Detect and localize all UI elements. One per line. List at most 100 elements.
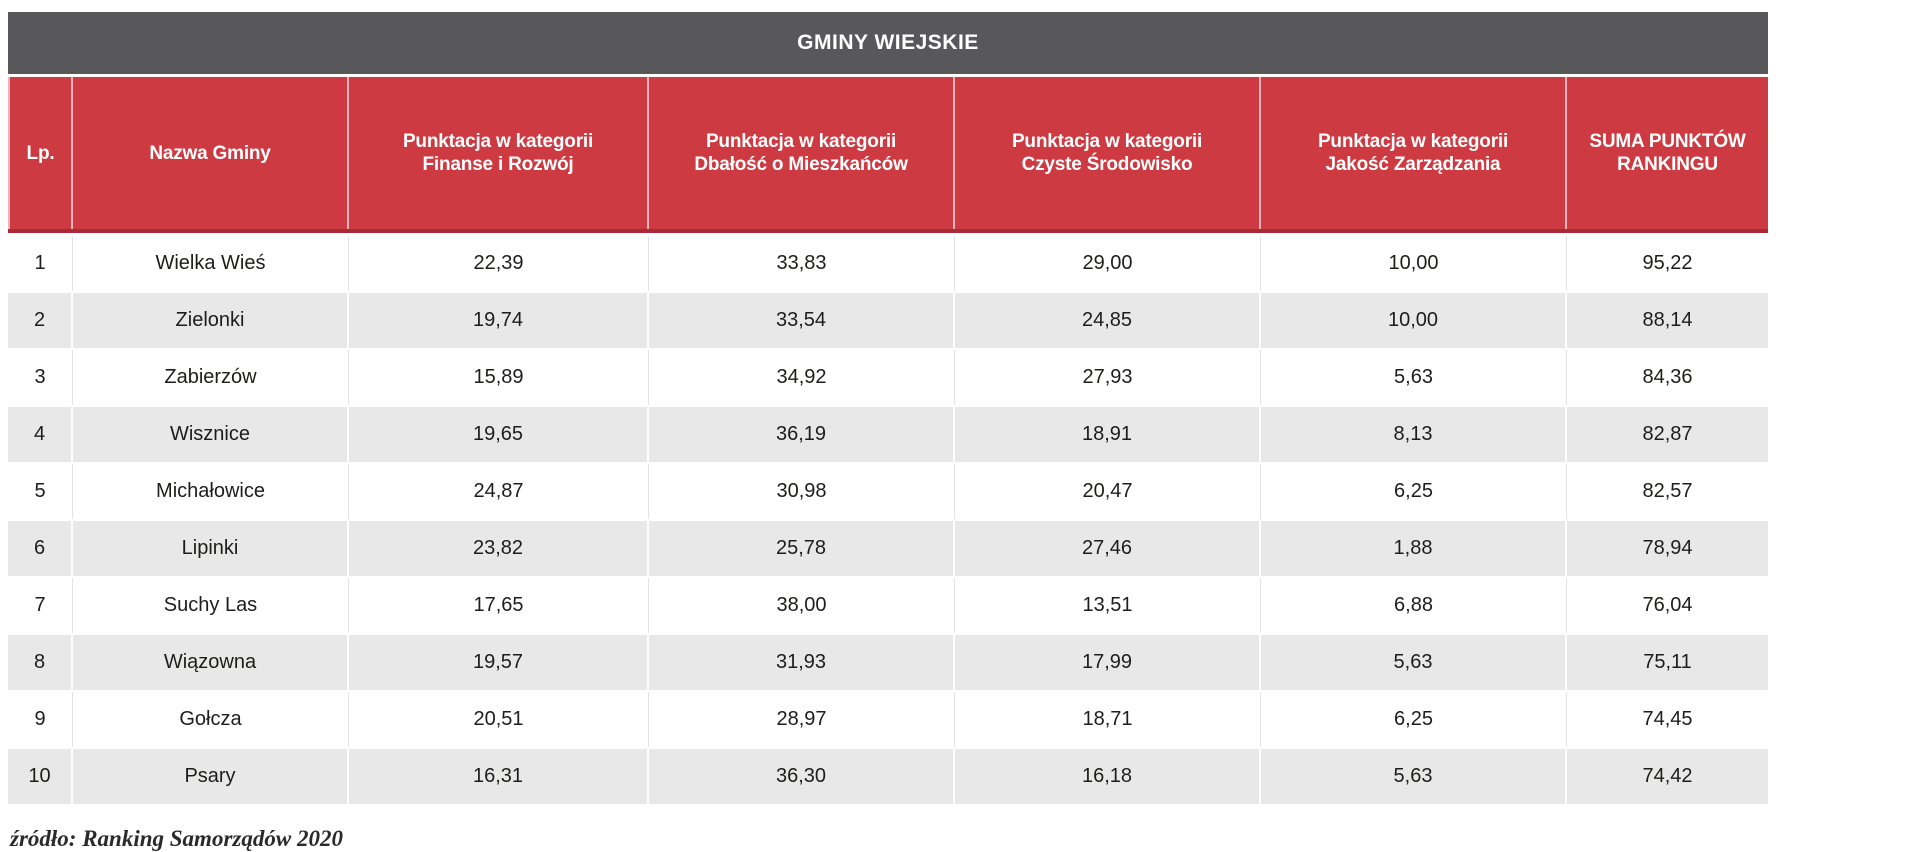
col-header-finanse: Punktacja w kategorii Finanse i Rozwój xyxy=(349,77,649,229)
cell-czyste: 18,91 xyxy=(955,407,1261,462)
table-row: 3 Zabierzów 15,89 34,92 27,93 5,63 84,36 xyxy=(8,350,1768,405)
cell-czyste: 27,46 xyxy=(955,521,1261,576)
cell-dbalosc: 31,93 xyxy=(649,635,955,690)
cell-dbalosc: 25,78 xyxy=(649,521,955,576)
cell-gmina-name: Michałowice xyxy=(73,464,349,519)
cell-czyste: 17,99 xyxy=(955,635,1261,690)
cell-finanse: 22,39 xyxy=(349,236,649,291)
table-row: 9 Gołcza 20,51 28,97 18,71 6,25 74,45 xyxy=(8,692,1768,747)
table-row: 7 Suchy Las 17,65 38,00 13,51 6,88 76,04 xyxy=(8,578,1768,633)
col-header-label: Czyste Środowisko xyxy=(1021,154,1193,175)
col-header-jakosc-zarzadzania: Punktacja w kategorii Jakość Zarządzania xyxy=(1261,77,1567,229)
ranking-table: GMINY WIEJSKIE Lp. Nazwa Gminy Punktacja… xyxy=(8,12,1768,806)
table-row: 2 Zielonki 19,74 33,54 24,85 10,00 88,14 xyxy=(8,293,1768,348)
cell-finanse: 20,51 xyxy=(349,692,649,747)
table-title: GMINY WIEJSKIE xyxy=(8,12,1768,74)
cell-jakosc: 5,63 xyxy=(1261,749,1567,804)
col-header-label: Punktacja w kategorii xyxy=(1317,131,1509,152)
cell-gmina-name: Psary xyxy=(73,749,349,804)
col-header-label: Punktacja w kategorii xyxy=(402,131,594,152)
cell-suma: 76,04 xyxy=(1567,578,1768,633)
col-header-label: Punktacja w kategorii xyxy=(705,131,897,152)
col-header-nazwa-gminy: Nazwa Gminy xyxy=(73,77,349,229)
cell-suma: 82,57 xyxy=(1567,464,1768,519)
col-header-label: Punktacja w kategorii xyxy=(1011,131,1203,152)
table-row: 1 Wielka Wieś 22,39 33,83 29,00 10,00 95… xyxy=(8,236,1768,291)
cell-gmina-name: Wisznice xyxy=(73,407,349,462)
cell-dbalosc: 33,54 xyxy=(649,293,955,348)
cell-jakosc: 10,00 xyxy=(1261,236,1567,291)
cell-suma: 74,45 xyxy=(1567,692,1768,747)
cell-jakosc: 10,00 xyxy=(1261,293,1567,348)
cell-suma: 78,94 xyxy=(1567,521,1768,576)
table-row: 8 Wiązowna 19,57 31,93 17,99 5,63 75,11 xyxy=(8,635,1768,690)
cell-lp: 4 xyxy=(8,407,73,462)
cell-finanse: 15,89 xyxy=(349,350,649,405)
col-header-label: Dbałość o Mieszkańców xyxy=(694,154,908,175)
cell-gmina-name: Wielka Wieś xyxy=(73,236,349,291)
cell-gmina-name: Gołcza xyxy=(73,692,349,747)
table-row: 6 Lipinki 23,82 25,78 27,46 1,88 78,94 xyxy=(8,521,1768,576)
col-header-lp: Lp. xyxy=(8,77,73,229)
source-note: źródło: Ranking Samorządów 2020 xyxy=(10,826,343,851)
cell-dbalosc: 33,83 xyxy=(649,236,955,291)
cell-finanse: 17,65 xyxy=(349,578,649,633)
cell-dbalosc: 38,00 xyxy=(649,578,955,633)
cell-jakosc: 6,88 xyxy=(1261,578,1567,633)
cell-lp: 3 xyxy=(8,350,73,405)
cell-lp: 5 xyxy=(8,464,73,519)
cell-gmina-name: Suchy Las xyxy=(73,578,349,633)
table-row: 4 Wisznice 19,65 36,19 18,91 8,13 82,87 xyxy=(8,407,1768,462)
cell-dbalosc: 30,98 xyxy=(649,464,955,519)
table-row: 10 Psary 16,31 36,30 16,18 5,63 74,42 xyxy=(8,749,1768,804)
cell-suma: 84,36 xyxy=(1567,350,1768,405)
table-body: 1 Wielka Wieś 22,39 33,83 29,00 10,00 95… xyxy=(8,236,1768,804)
col-header-label: Jakość Zarządzania xyxy=(1325,154,1501,175)
table-header-row: Lp. Nazwa Gminy Punktacja w kategorii Fi… xyxy=(8,77,1768,233)
cell-gmina-name: Wiązowna xyxy=(73,635,349,690)
cell-finanse: 19,65 xyxy=(349,407,649,462)
cell-jakosc: 1,88 xyxy=(1261,521,1567,576)
cell-dbalosc: 28,97 xyxy=(649,692,955,747)
cell-czyste: 18,71 xyxy=(955,692,1261,747)
cell-suma: 95,22 xyxy=(1567,236,1768,291)
cell-jakosc: 5,63 xyxy=(1261,635,1567,690)
col-header-label: RANKINGU xyxy=(1617,154,1718,175)
cell-lp: 1 xyxy=(8,236,73,291)
cell-czyste: 29,00 xyxy=(955,236,1261,291)
cell-czyste: 24,85 xyxy=(955,293,1261,348)
cell-dbalosc: 36,30 xyxy=(649,749,955,804)
col-header-label: SUMA PUNKTÓW xyxy=(1589,131,1746,152)
cell-suma: 88,14 xyxy=(1567,293,1768,348)
col-header-label: Lp. xyxy=(26,142,55,164)
cell-czyste: 27,93 xyxy=(955,350,1261,405)
cell-gmina-name: Zabierzów xyxy=(73,350,349,405)
table-row: 5 Michałowice 24,87 30,98 20,47 6,25 82,… xyxy=(8,464,1768,519)
cell-suma: 82,87 xyxy=(1567,407,1768,462)
cell-lp: 7 xyxy=(8,578,73,633)
col-header-label: Nazwa Gminy xyxy=(149,142,271,164)
cell-czyste: 16,18 xyxy=(955,749,1261,804)
cell-jakosc: 8,13 xyxy=(1261,407,1567,462)
cell-finanse: 19,57 xyxy=(349,635,649,690)
cell-czyste: 20,47 xyxy=(955,464,1261,519)
cell-lp: 6 xyxy=(8,521,73,576)
cell-czyste: 13,51 xyxy=(955,578,1261,633)
cell-finanse: 23,82 xyxy=(349,521,649,576)
cell-finanse: 24,87 xyxy=(349,464,649,519)
cell-suma: 74,42 xyxy=(1567,749,1768,804)
col-header-label: Finanse i Rozwój xyxy=(422,154,574,175)
cell-lp: 2 xyxy=(8,293,73,348)
cell-lp: 10 xyxy=(8,749,73,804)
cell-jakosc: 6,25 xyxy=(1261,464,1567,519)
cell-finanse: 19,74 xyxy=(349,293,649,348)
col-header-czyste-srodowisko: Punktacja w kategorii Czyste Środowisko xyxy=(955,77,1261,229)
cell-lp: 8 xyxy=(8,635,73,690)
cell-dbalosc: 36,19 xyxy=(649,407,955,462)
cell-finanse: 16,31 xyxy=(349,749,649,804)
col-header-dbalosc: Punktacja w kategorii Dbałość o Mieszkań… xyxy=(649,77,955,229)
cell-lp: 9 xyxy=(8,692,73,747)
cell-gmina-name: Lipinki xyxy=(73,521,349,576)
cell-jakosc: 6,25 xyxy=(1261,692,1567,747)
cell-dbalosc: 34,92 xyxy=(649,350,955,405)
